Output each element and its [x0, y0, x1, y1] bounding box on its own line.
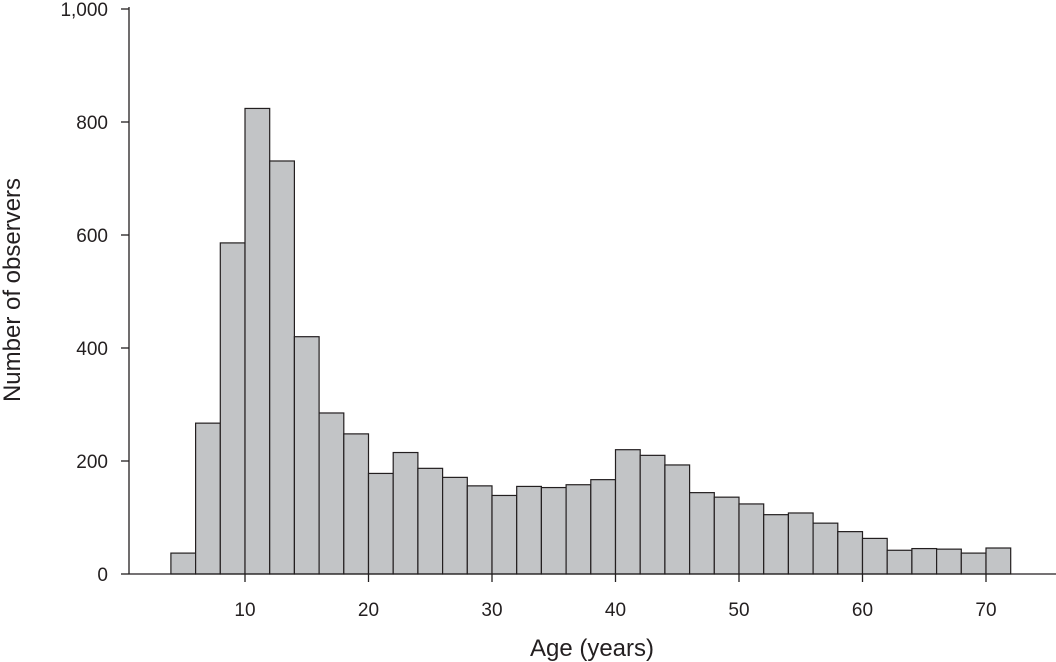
y-axis-title: Number of observers	[0, 178, 26, 402]
histogram-bar	[738, 503, 765, 575]
histogram-bar	[713, 496, 740, 575]
histogram-bar	[639, 454, 666, 575]
histogram-bar	[985, 547, 1012, 575]
histogram-bar	[219, 242, 246, 575]
histogram-bar	[269, 160, 296, 575]
histogram-bar	[318, 412, 345, 575]
histogram-bar	[466, 485, 493, 575]
histogram-bar	[392, 451, 419, 575]
histogram-bar	[960, 552, 987, 575]
y-tick-label: 400	[76, 339, 108, 360]
histogram-bar	[293, 336, 320, 575]
histogram-bar	[812, 522, 839, 575]
y-tick-label: 800	[76, 113, 108, 134]
histogram-bar	[367, 472, 394, 575]
histogram-bar	[442, 476, 468, 575]
histogram-bar	[195, 422, 221, 575]
x-tick-label: 10	[234, 600, 255, 621]
histogram-bar	[763, 514, 790, 575]
y-tick-label: 1,000	[60, 0, 108, 21]
histogram-bar	[170, 552, 197, 575]
y-tick-label: 0	[97, 565, 108, 586]
histogram-bar	[688, 492, 715, 575]
histogram-bar	[935, 548, 962, 575]
histogram-bar	[343, 433, 370, 575]
x-tick-label: 50	[728, 600, 749, 621]
histogram-bar	[787, 512, 814, 575]
histogram-bar	[244, 107, 271, 575]
histogram-bar	[886, 549, 913, 575]
axes-group	[128, 7, 1056, 575]
histogram-bar	[911, 547, 938, 575]
x-tick-label: 20	[358, 600, 379, 621]
histogram-bar	[614, 449, 641, 575]
histogram-bar	[540, 486, 567, 575]
bars-group	[170, 107, 1012, 575]
x-axis-title: Age (years)	[530, 635, 654, 662]
histogram-bar	[417, 467, 444, 575]
histogram-bar	[516, 485, 543, 575]
x-tick-label: 30	[481, 600, 502, 621]
histogram-bar	[491, 494, 518, 575]
histogram-bar	[590, 479, 617, 575]
y-tick-label: 200	[76, 452, 108, 473]
histogram-bar	[565, 484, 592, 575]
histogram-bar	[861, 537, 888, 575]
x-tick-label: 70	[975, 600, 996, 621]
histogram-bar	[837, 531, 864, 575]
y-tick-label: 600	[76, 226, 108, 247]
x-tick-label: 40	[605, 600, 626, 621]
x-tick-label: 60	[852, 600, 873, 621]
histogram-bar	[664, 464, 691, 575]
ticks-group: 0 200 400 600 800 1,000 10 20 30 40 50 60 70	[60, 0, 996, 621]
